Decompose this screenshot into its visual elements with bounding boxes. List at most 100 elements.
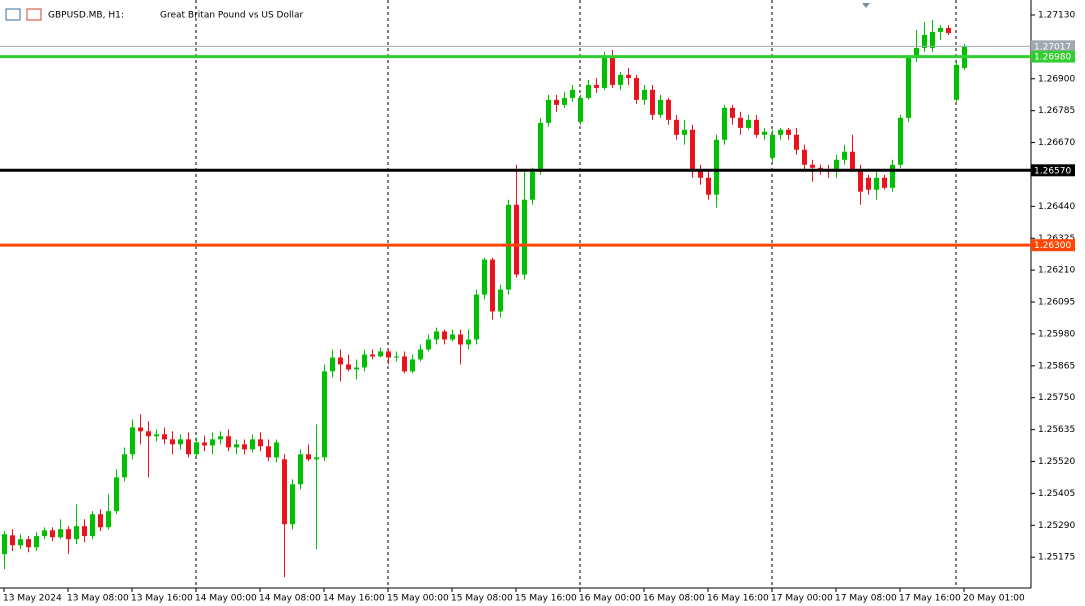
candle-body: [538, 122, 543, 172]
candle-body: [594, 84, 599, 88]
candle-body: [10, 535, 15, 546]
candle-body: [930, 31, 935, 48]
x-tick-label: 20 May 01:00: [963, 594, 1025, 604]
candle-body: [74, 526, 79, 540]
x-tick-label: 17 May 08:00: [835, 594, 897, 604]
candle-body: [570, 89, 575, 98]
candle-body: [162, 434, 167, 440]
candle-body: [810, 164, 815, 168]
x-tick-label: 13 May 2024: [3, 594, 62, 604]
candle-body: [946, 28, 951, 34]
candle-body: [50, 530, 55, 538]
price-level-label: 1.27017: [1034, 42, 1071, 52]
candle-body: [914, 47, 919, 58]
x-tick-label: 13 May 08:00: [67, 594, 129, 604]
candle-body: [418, 349, 423, 360]
candle-body: [274, 442, 279, 458]
x-tick-label: 14 May 08:00: [259, 594, 321, 604]
icon: [5, 8, 21, 21]
candle-body: [754, 119, 759, 135]
candle-body: [866, 177, 871, 190]
candle-body: [42, 530, 47, 537]
candle-body: [818, 167, 823, 170]
y-tick-label: 1.25520: [1038, 457, 1075, 467]
candle-body: [154, 434, 159, 437]
candle-body: [938, 28, 943, 32]
candle-body: [330, 357, 335, 372]
candle-body: [234, 444, 239, 448]
y-tick-label: 1.26440: [1038, 202, 1075, 212]
price-level-label: 1.26300: [1034, 241, 1071, 251]
candle-body: [666, 99, 671, 120]
plot: [2, 19, 967, 578]
x-tick-label: 15 May 08:00: [451, 594, 513, 604]
y-tick-label: 1.25405: [1038, 489, 1075, 499]
candle-body: [266, 446, 271, 458]
candle-body: [890, 164, 895, 188]
price-level-tag: [1031, 40, 1075, 53]
candle-body: [506, 204, 511, 290]
candle-body: [850, 151, 855, 170]
candle-body: [698, 169, 703, 178]
y-tick-label: 1.25290: [1038, 521, 1075, 531]
candle-body: [2, 534, 7, 555]
candle-body: [258, 439, 263, 447]
candle-body: [410, 359, 415, 372]
candle-body: [442, 331, 447, 340]
candle-body: [426, 339, 431, 350]
candle-body: [738, 117, 743, 128]
candle-body: [922, 34, 927, 48]
candle-body: [578, 97, 583, 122]
y-tick-label: 1.26670: [1038, 138, 1075, 148]
candle-body: [706, 177, 711, 195]
candle-body: [362, 354, 367, 368]
candle-body: [210, 439, 215, 446]
candle-body: [722, 107, 727, 140]
y-tick-label: 1.25865: [1038, 361, 1075, 371]
candle-body: [450, 334, 455, 340]
candle-body: [146, 431, 151, 437]
candle-body: [338, 357, 343, 365]
candle-body: [186, 439, 191, 455]
candle-body: [954, 64, 959, 100]
price-level-tag: [1031, 164, 1075, 177]
title-block: GBPUSD.MB, H1: Great Britan Pound vs US …: [5, 8, 303, 21]
candle-body: [482, 259, 487, 295]
x-tick-label: 16 May 16:00: [707, 594, 769, 604]
candle-body: [586, 84, 591, 98]
candle-body: [802, 149, 807, 165]
candle-body: [170, 439, 175, 445]
candle-body: [642, 89, 647, 100]
candle-body: [610, 57, 615, 85]
shift-marker: [862, 3, 870, 8]
candle-body: [514, 204, 519, 275]
x-tick-label: 14 May 16:00: [323, 594, 385, 604]
candle-body: [298, 454, 303, 485]
y-tick-label: 1.27130: [1038, 10, 1075, 20]
candle-body: [314, 457, 319, 460]
chart-title: GBPUSD.MB, H1:: [48, 11, 124, 21]
candle-body: [178, 439, 183, 445]
candle-body: [522, 199, 527, 275]
candle-body: [434, 331, 439, 340]
y-tick-label: 1.26900: [1038, 74, 1075, 84]
candle-body: [26, 539, 31, 548]
y-tick-label: 1.25635: [1038, 425, 1075, 435]
candle-body: [322, 371, 327, 458]
price-level-tag: [1031, 239, 1075, 252]
candle-body: [690, 129, 695, 170]
y-tick-label: 1.26785: [1038, 106, 1075, 116]
candle-body: [114, 477, 119, 512]
candle-body: [554, 99, 559, 105]
candle-body: [618, 74, 623, 85]
x-tick-label: 17 May 16:00: [899, 594, 961, 604]
x-tick-label: 13 May 16:00: [131, 594, 193, 604]
candle-body: [602, 57, 607, 88]
price-level-label: 1.26570: [1034, 166, 1071, 176]
candle-body: [530, 171, 535, 200]
candle-body: [474, 294, 479, 340]
candle-body: [394, 356, 399, 358]
candle-body: [762, 131, 767, 135]
candle-body: [466, 339, 471, 345]
